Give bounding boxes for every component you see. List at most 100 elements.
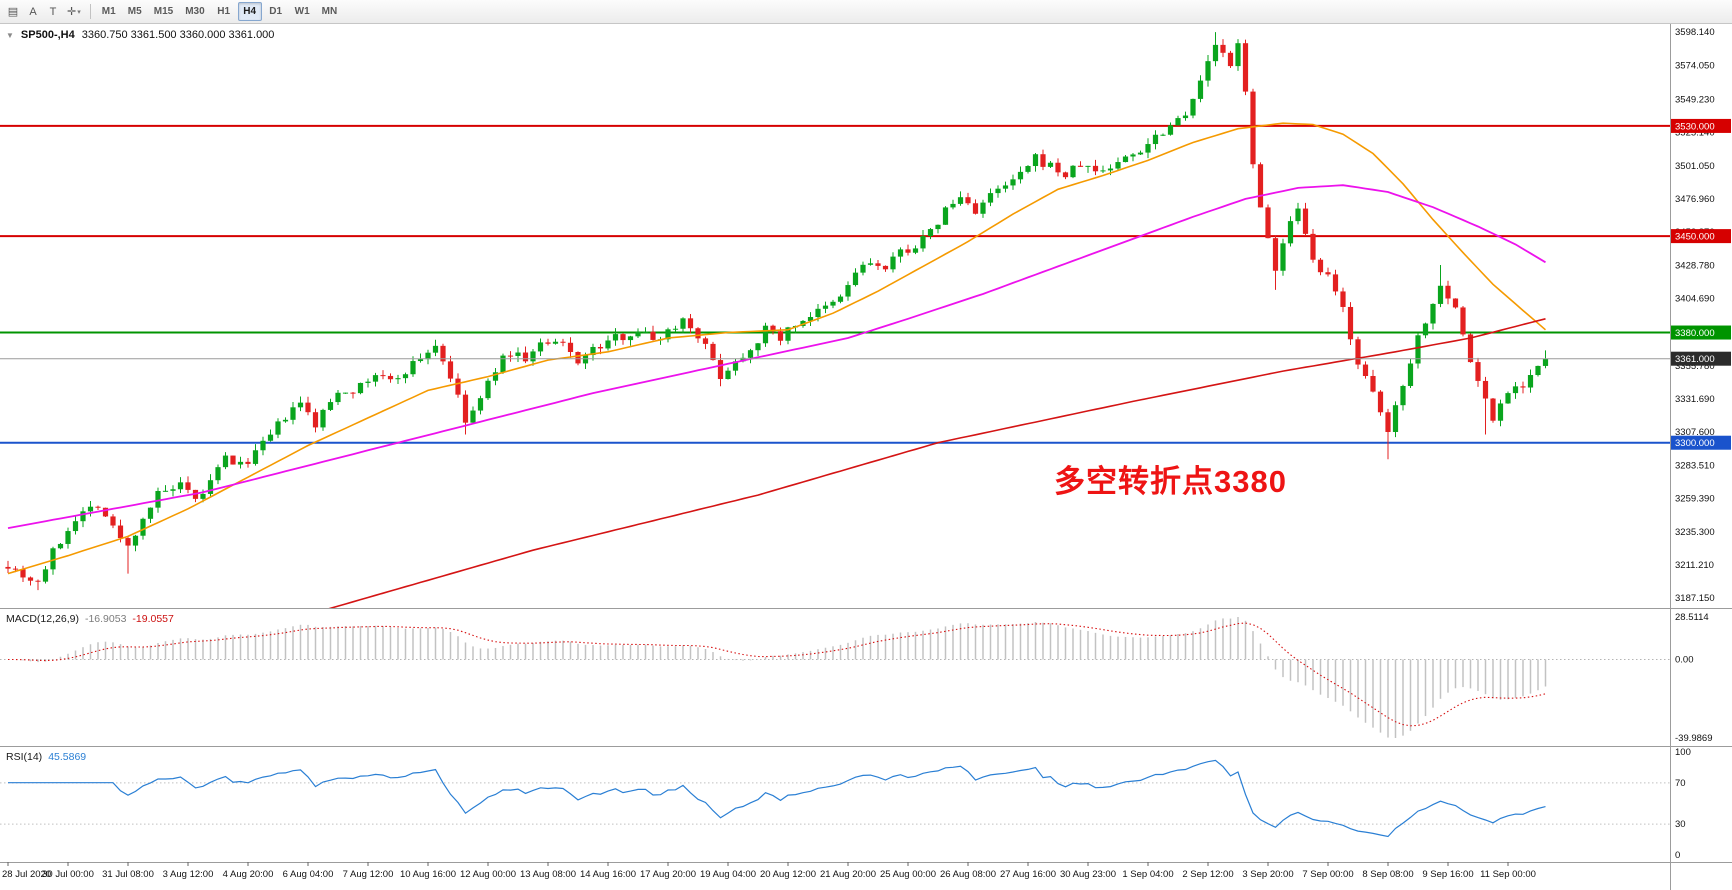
svg-text:-39.9869: -39.9869	[1675, 733, 1713, 744]
cursor-mode-icon: ✛	[67, 6, 77, 18]
macd-indicator-label: MACD(12,26,9)	[6, 613, 79, 625]
svg-text:14 Aug 16:00: 14 Aug 16:00	[580, 869, 636, 880]
svg-text:3598.140: 3598.140	[1675, 27, 1715, 38]
timeframe-mn[interactable]: MN	[321, 6, 338, 17]
pivot-annotation-text: 多空转折点3380	[1054, 464, 1287, 499]
macd-title-bar: MACD(12,26,9) -16.9053 -19.0557	[6, 613, 174, 625]
svg-text:3501.050: 3501.050	[1675, 161, 1715, 172]
macd-signal-value: -19.0557	[132, 613, 174, 625]
svg-text:4 Aug 20:00: 4 Aug 20:00	[223, 869, 274, 880]
svg-text:3235.300: 3235.300	[1675, 527, 1715, 538]
svg-text:3380.000: 3380.000	[1675, 328, 1715, 339]
rsi-value: 45.5869	[48, 751, 87, 763]
svg-text:7 Aug 12:00: 7 Aug 12:00	[343, 869, 394, 880]
svg-text:8 Sep 08:00: 8 Sep 08:00	[1362, 869, 1413, 880]
svg-text:19 Aug 04:00: 19 Aug 04:00	[700, 869, 756, 880]
svg-text:3476.960: 3476.960	[1675, 194, 1715, 205]
svg-text:30: 30	[1675, 819, 1686, 830]
timeframe-d1[interactable]: D1	[269, 6, 283, 17]
timeframe-m15[interactable]: M15	[153, 6, 174, 17]
svg-text:28 Jul 2020: 28 Jul 2020	[2, 869, 51, 880]
svg-text:100: 100	[1675, 747, 1691, 758]
text-tool-button[interactable]: T	[43, 2, 63, 22]
macd-signal-line	[8, 622, 1546, 727]
rsi-line	[8, 759, 1546, 838]
svg-text:6 Aug 04:00: 6 Aug 04:00	[283, 869, 334, 880]
ma-mid-line	[7, 184, 1546, 529]
svg-text:3211.210: 3211.210	[1675, 560, 1714, 571]
svg-text:3549.230: 3549.230	[1675, 94, 1715, 105]
one-click-trading-toggle[interactable]: ▼	[6, 30, 14, 40]
price-badge: 3530.000	[1671, 118, 1731, 133]
text-tool-icon: T	[49, 5, 57, 18]
svg-text:9 Sep 16:00: 9 Sep 16:00	[1422, 869, 1473, 880]
rsi-axis-labels: 100 70 30 0	[1675, 747, 1691, 861]
ohlc-values: 3360.750 3361.500 3360.000 3361.000	[81, 29, 275, 41]
svg-text:3187.150: 3187.150	[1675, 593, 1715, 604]
symbol-period-label: SP500-,H4	[20, 29, 75, 41]
rsi-title-bar: RSI(14) 45.5869	[6, 751, 86, 763]
top-toolbar: ▤ A T ✛ ▾ M1 M5 M15 M30 H1 H4 D1 W1 MN	[0, 0, 1732, 24]
svg-text:70: 70	[1675, 778, 1686, 789]
chart-svg[interactable]: 3598.140 3574.050 3549.230 3525.140 3501.050…	[0, 24, 1732, 890]
level-lines-layer	[0, 124, 1670, 444]
chart-list-glyph: ▤	[7, 6, 19, 18]
svg-text:12 Aug 00:00: 12 Aug 00:00	[460, 869, 516, 880]
svg-text:2 Sep 12:00: 2 Sep 12:00	[1182, 869, 1233, 880]
timeframe-w1[interactable]: W1	[294, 6, 310, 17]
svg-text:28.5114: 28.5114	[1675, 612, 1709, 623]
rsi-indicator-label: RSI(14)	[6, 751, 43, 763]
price-badge: 3380.000	[1671, 325, 1731, 340]
ma-slow-line	[328, 318, 1546, 608]
svg-text:20 Aug 12:00: 20 Aug 12:00	[760, 869, 816, 880]
price-badge: 3300.000	[1671, 435, 1731, 450]
svg-text:3259.390: 3259.390	[1675, 494, 1715, 505]
svg-text:0.00: 0.00	[1675, 654, 1694, 665]
svg-text:3307.600: 3307.600	[1675, 427, 1715, 438]
svg-text:3404.690: 3404.690	[1675, 294, 1715, 305]
svg-text:17 Aug 20:00: 17 Aug 20:00	[640, 869, 696, 880]
svg-text:1 Sep 04:00: 1 Sep 04:00	[1122, 869, 1173, 880]
candles-layer	[5, 32, 1549, 591]
svg-text:30 Aug 23:00: 30 Aug 23:00	[1060, 869, 1116, 880]
svg-text:3300.000: 3300.000	[1675, 438, 1715, 449]
arrow-tool-button[interactable]: A	[23, 2, 43, 22]
chart-canvas[interactable]: 3598.140 3574.050 3549.230 3525.140 3501.050…	[0, 24, 1732, 890]
svg-text:3355.780: 3355.780	[1675, 361, 1715, 372]
svg-text:3361.000: 3361.000	[1675, 354, 1715, 365]
svg-text:3525.140: 3525.140	[1675, 128, 1715, 139]
timeframe-h4[interactable]: H4	[237, 2, 262, 21]
svg-text:13 Aug 08:00: 13 Aug 08:00	[520, 869, 576, 880]
timeframe-m1[interactable]: M1	[101, 6, 116, 17]
svg-text:25 Aug 00:00: 25 Aug 00:00	[880, 869, 936, 880]
chart-title-bar: ▼ SP500-,H4 3360.750 3361.500 3360.000 3…	[6, 29, 274, 41]
svg-text:10 Aug 16:00: 10 Aug 16:00	[400, 869, 456, 880]
svg-text:21 Aug 20:00: 21 Aug 20:00	[820, 869, 876, 880]
timeframe-m30[interactable]: M30	[185, 6, 205, 17]
svg-text:3450.000: 3450.000	[1675, 232, 1715, 243]
svg-text:27 Aug 16:00: 27 Aug 16:00	[1000, 869, 1056, 880]
timeframe-h1[interactable]: H1	[217, 6, 231, 17]
svg-text:26 Aug 08:00: 26 Aug 08:00	[940, 869, 996, 880]
ma-fast-line	[7, 122, 1547, 575]
svg-text:3 Sep 20:00: 3 Sep 20:00	[1242, 869, 1293, 880]
svg-text:11 Sep 00:00: 11 Sep 00:00	[1480, 869, 1536, 880]
svg-text:3428.780: 3428.780	[1675, 260, 1715, 271]
svg-text:3283.510: 3283.510	[1675, 460, 1715, 471]
chart-list-icon[interactable]: ▤	[3, 2, 23, 22]
toolbar-separator	[89, 4, 91, 19]
macd-main-value: -16.9053	[84, 613, 127, 625]
svg-text:7 Sep 00:00: 7 Sep 00:00	[1302, 869, 1353, 880]
cursor-mode-button[interactable]: ✛ ▾	[63, 2, 85, 22]
svg-text:3530.000: 3530.000	[1675, 121, 1715, 132]
timeframe-m5[interactable]: M5	[127, 6, 142, 17]
svg-text:30 Jul 00:00: 30 Jul 00:00	[42, 869, 94, 880]
price-badge: 3450.000	[1671, 229, 1731, 244]
chevron-down-icon: ▾	[77, 8, 81, 16]
arrow-tool-icon: A	[29, 5, 37, 18]
svg-text:3574.050: 3574.050	[1675, 60, 1715, 71]
svg-text:31 Jul 08:00: 31 Jul 08:00	[102, 869, 154, 880]
svg-text:3331.690: 3331.690	[1675, 394, 1715, 405]
svg-text:3 Aug 12:00: 3 Aug 12:00	[163, 869, 214, 880]
